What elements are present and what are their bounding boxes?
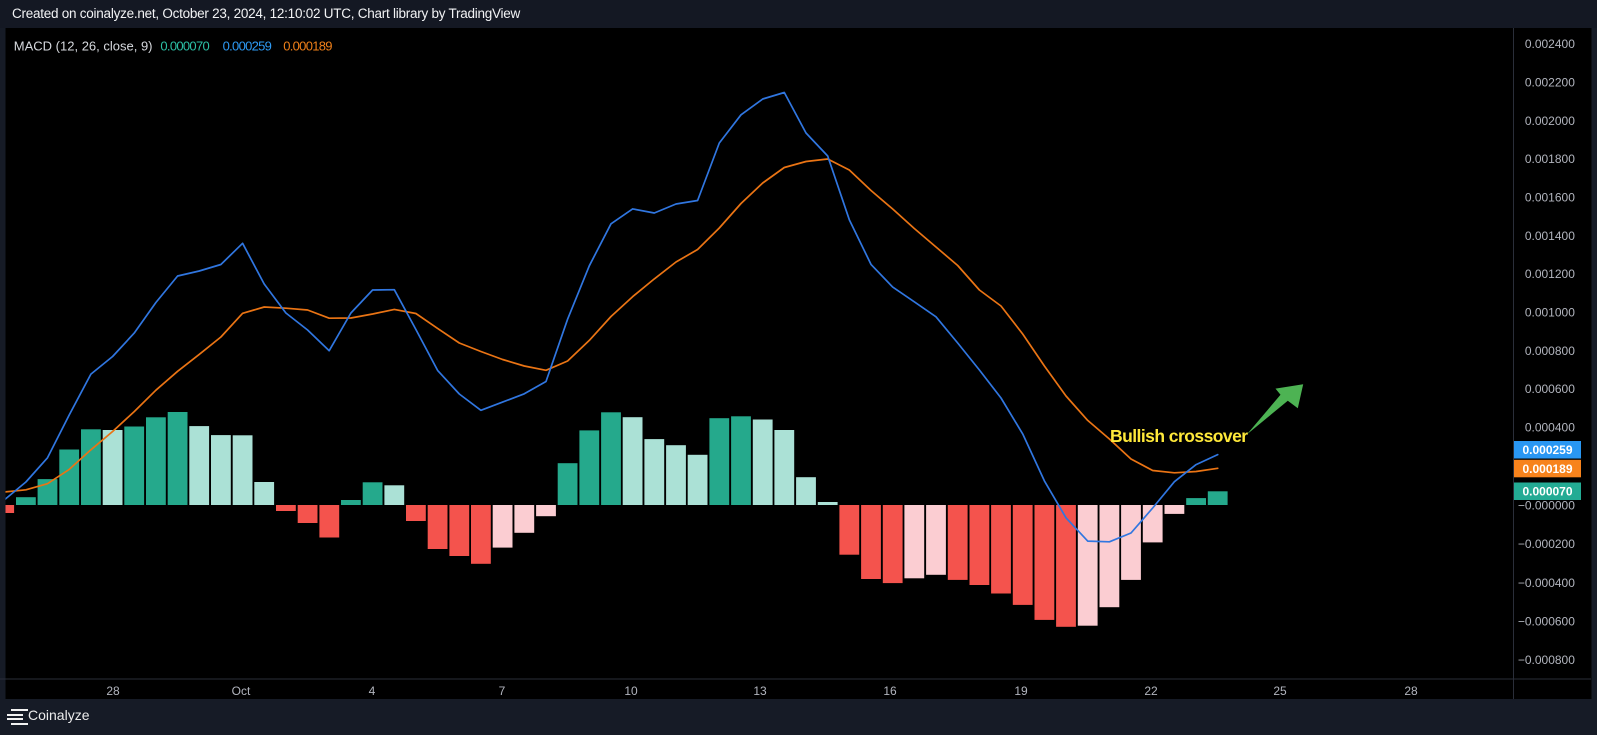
svg-text:0.002400: 0.002400 xyxy=(1525,37,1575,51)
svg-text:0.000070: 0.000070 xyxy=(1522,485,1572,499)
svg-text:13: 13 xyxy=(753,684,767,698)
svg-text:Bullish crossover: Bullish crossover xyxy=(1110,426,1248,446)
svg-text:0.001800: 0.001800 xyxy=(1525,152,1575,166)
svg-text:0.001600: 0.001600 xyxy=(1525,191,1575,205)
svg-text:19: 19 xyxy=(1014,684,1028,698)
svg-text:−0.000000: −0.000000 xyxy=(1518,499,1575,513)
svg-text:0.000189: 0.000189 xyxy=(1522,462,1572,476)
svg-text:0.000400: 0.000400 xyxy=(1525,421,1575,435)
svg-text:4: 4 xyxy=(369,684,376,698)
svg-text:0.000070: 0.000070 xyxy=(160,39,209,54)
svg-text:−0.000800: −0.000800 xyxy=(1518,653,1575,667)
svg-text:28: 28 xyxy=(1404,684,1418,698)
svg-text:16: 16 xyxy=(883,684,897,698)
svg-text:MACD (12, 26, close, 9): MACD (12, 26, close, 9) xyxy=(14,39,153,54)
svg-text:28: 28 xyxy=(106,684,120,698)
svg-text:−0.000200: −0.000200 xyxy=(1518,537,1575,551)
svg-text:−0.000600: −0.000600 xyxy=(1518,614,1575,628)
svg-text:0.000800: 0.000800 xyxy=(1525,344,1575,358)
svg-text:22: 22 xyxy=(1144,684,1158,698)
svg-text:Oct: Oct xyxy=(232,684,251,698)
svg-text:0.002200: 0.002200 xyxy=(1525,76,1575,90)
svg-text:0.002000: 0.002000 xyxy=(1525,114,1575,128)
svg-text:0.000189: 0.000189 xyxy=(283,39,332,54)
svg-text:−0.000400: −0.000400 xyxy=(1518,576,1575,590)
svg-text:25: 25 xyxy=(1273,684,1287,698)
svg-text:0.001400: 0.001400 xyxy=(1525,229,1575,243)
svg-text:0.001200: 0.001200 xyxy=(1525,267,1575,281)
svg-text:0.001000: 0.001000 xyxy=(1525,306,1575,320)
svg-text:0.000259: 0.000259 xyxy=(223,39,272,54)
svg-text:0.000600: 0.000600 xyxy=(1525,382,1575,396)
svg-text:10: 10 xyxy=(624,684,638,698)
svg-text:7: 7 xyxy=(499,684,506,698)
svg-text:0.000259: 0.000259 xyxy=(1522,443,1572,457)
